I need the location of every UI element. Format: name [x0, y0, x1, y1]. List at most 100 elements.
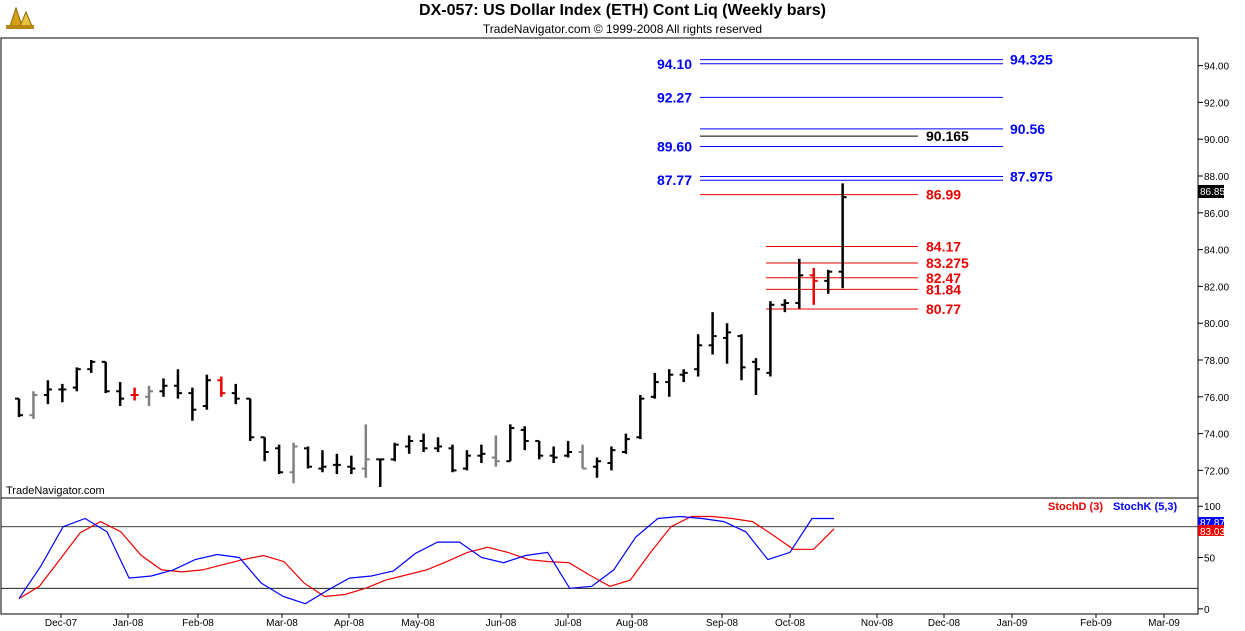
ohlc-bar	[304, 446, 312, 469]
ohlc-bar	[419, 433, 428, 452]
level-label: 83.275	[926, 255, 969, 271]
x-tick-label: Sep-08	[706, 618, 739, 629]
tradenavigator-logo-icon	[6, 6, 34, 29]
level-label: 80.77	[926, 301, 961, 317]
ohlc-bar	[824, 269, 833, 294]
price-y-tick-label: 72.00	[1204, 466, 1229, 477]
ohlc-bar	[564, 440, 573, 458]
x-tick-label: Jan-08	[113, 618, 144, 629]
ohlc-bar	[448, 444, 457, 473]
x-tick-label: Mar-09	[1148, 618, 1180, 629]
ohlc-bar	[145, 385, 154, 406]
x-tick-label: Aug-08	[616, 618, 649, 629]
price-y-tick-label: 80.00	[1204, 319, 1229, 330]
stochastic-panel-frame	[0, 497, 1199, 615]
ohlc-bar	[462, 450, 471, 471]
ohlc-bar	[72, 367, 81, 392]
watermark: TradeNavigator.com	[6, 485, 105, 497]
level-label: 87.77	[657, 172, 692, 188]
ohlc-bar	[694, 334, 703, 377]
ohlc-bar	[43, 380, 52, 405]
level-label: 84.17	[926, 238, 961, 254]
stochk-line	[18, 515, 834, 605]
svg-text:87.87: 87.87	[1200, 518, 1225, 529]
level-label: 82.47	[926, 270, 961, 286]
ohlc-bar	[405, 435, 414, 454]
ohlc-bar	[275, 444, 284, 475]
ohlc-bar	[723, 323, 732, 364]
ohlc-bar	[665, 369, 674, 397]
ohlc-bar	[87, 360, 96, 373]
ohlc-bar	[607, 446, 616, 471]
x-tick-label: Dec-07	[45, 618, 78, 629]
ohlc-bar	[217, 376, 226, 397]
ohlc-bar	[593, 457, 601, 478]
last-stochd-box: 83.03	[1198, 525, 1225, 538]
ohlc-bar	[231, 383, 240, 405]
price-y-tick-label: 78.00	[1204, 356, 1229, 367]
x-tick-label: Apr-08	[334, 618, 364, 629]
ohlc-bar	[332, 453, 341, 475]
level-label: 86.99	[926, 187, 961, 203]
ohlc-bar	[202, 374, 211, 410]
level-label: 90.165	[926, 128, 969, 144]
x-tick-label: Feb-09	[1080, 618, 1112, 629]
x-tick-label: Jul-08	[554, 618, 582, 629]
x-tick-label: Jan-09	[997, 618, 1028, 629]
x-tick-label: May-08	[401, 618, 435, 629]
x-tick-label: Jun-08	[486, 618, 517, 629]
stoch-y-tick-label: 50	[1204, 554, 1216, 565]
ohlc-bar	[188, 387, 197, 421]
price-y-tick-label: 88.00	[1204, 172, 1229, 183]
ohlc-bar	[390, 442, 399, 462]
svg-text:83.03: 83.03	[1200, 527, 1225, 538]
ohlc-bar	[159, 378, 168, 397]
ohlc-bar	[491, 435, 500, 467]
ohlc-bar	[549, 446, 558, 464]
ohlc-bar	[578, 444, 587, 470]
ohlc-bar	[506, 424, 515, 463]
ohlc-bar	[751, 358, 760, 395]
ohlc-bar	[766, 301, 775, 377]
legend-stochd: StochD (3)	[1048, 501, 1103, 513]
x-tick-label: Nov-08	[861, 618, 894, 629]
ohlc-bar	[116, 382, 125, 406]
level-label: 94.325	[1010, 52, 1053, 68]
ohlc-bar	[679, 369, 688, 383]
last-stochk-box: 87.87	[1198, 517, 1225, 529]
ohlc-bar	[318, 450, 327, 473]
ohlc-bar	[361, 424, 370, 478]
level-label: 92.27	[657, 89, 692, 105]
chart-subtitle: TradeNavigator.com © 1999-2008 All right…	[482, 22, 763, 36]
price-y-tick-label: 74.00	[1204, 430, 1229, 441]
ohlc-bar	[795, 258, 804, 309]
ohlc-bar	[737, 334, 746, 381]
price-y-tick-label: 94.00	[1204, 62, 1229, 73]
ohlc-bar	[260, 436, 269, 462]
ohlc-bar	[29, 391, 38, 419]
level-label: 81.84	[926, 281, 961, 297]
legend-stochk: StochK (5,3)	[1113, 501, 1178, 513]
x-tick-label: Oct-08	[775, 618, 805, 629]
ohlc-bar	[347, 455, 356, 475]
ohlc-bar	[15, 397, 23, 418]
svg-text:86.85: 86.85	[1200, 187, 1225, 198]
stoch-y-tick-label: 0	[1204, 605, 1210, 616]
level-label: 89.60	[657, 139, 692, 155]
ohlc-bar	[58, 383, 67, 403]
ohlc-bar	[477, 444, 486, 464]
ohlc-bar	[246, 397, 255, 441]
stochd-line	[18, 515, 835, 600]
price-y-tick-label: 82.00	[1204, 282, 1229, 293]
x-tick-label: Dec-08	[928, 618, 961, 629]
ohlc-bar	[838, 183, 847, 289]
level-label: 90.56	[1010, 121, 1045, 137]
x-tick-label: Feb-08	[182, 618, 214, 629]
x-tick-label: Mar-08	[266, 618, 298, 629]
ohlc-bar	[130, 387, 139, 401]
price-y-tick-label: 84.00	[1204, 246, 1229, 257]
price-y-tick-label: 86.00	[1204, 209, 1229, 220]
stoch-y-tick-label: 100	[1204, 502, 1221, 513]
ohlc-bar	[434, 437, 443, 452]
ohlc-bar	[520, 426, 529, 451]
